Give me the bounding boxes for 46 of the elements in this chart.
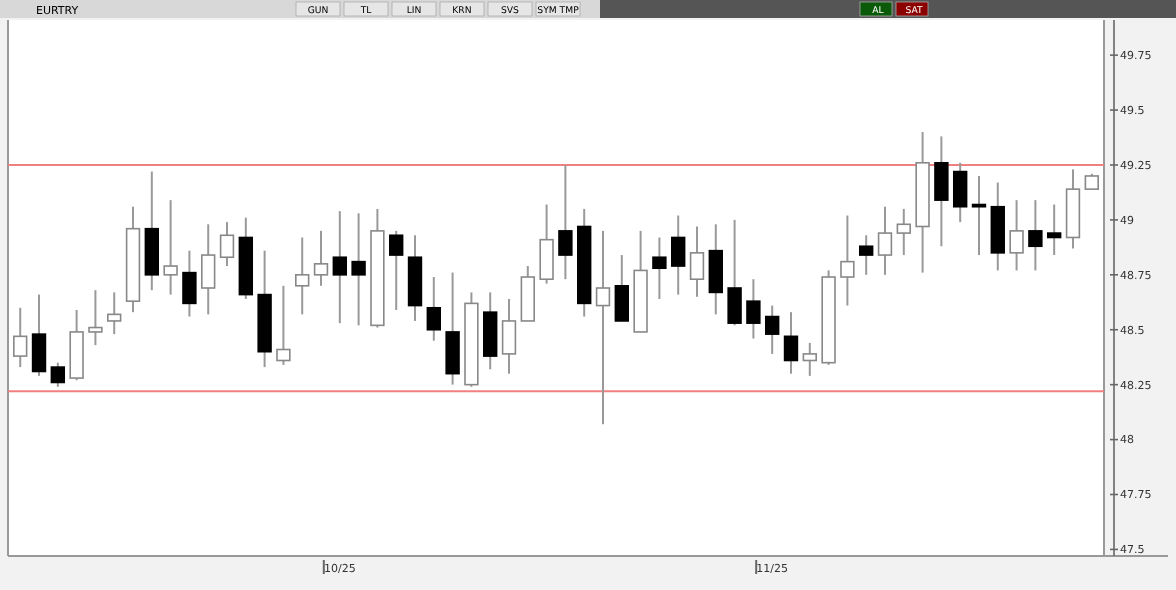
candlestick (107, 291, 122, 336)
candlestick (971, 174, 987, 257)
candlestick (69, 308, 84, 382)
candlestick (501, 297, 517, 375)
candlestick (558, 163, 573, 281)
candlestick (614, 254, 629, 322)
candlestick (483, 291, 498, 371)
candlestick (163, 199, 178, 296)
candlestick (313, 229, 329, 287)
candlestick (332, 210, 348, 325)
candlestick (295, 236, 310, 316)
candlestick (934, 135, 949, 248)
candlestick (389, 229, 404, 311)
candlestick (746, 278, 761, 340)
candlestick (426, 276, 441, 342)
candlestick (990, 181, 1005, 272)
candlestick (351, 212, 366, 327)
candlestick (840, 214, 855, 307)
candlestick (50, 361, 66, 388)
candlestick (595, 229, 611, 426)
candlestick (201, 223, 216, 316)
candlestick (1009, 199, 1024, 272)
candlestick (727, 218, 742, 327)
candlestick (182, 249, 197, 318)
candlestick (858, 234, 874, 276)
candlestick (144, 170, 160, 292)
candlestick (764, 304, 780, 355)
candlestick (896, 207, 911, 257)
candlestick (671, 214, 686, 296)
candlestick (13, 306, 28, 369)
candlestick (877, 205, 893, 276)
candlestick (783, 311, 799, 375)
candlestick (1028, 199, 1043, 272)
candlestick (31, 293, 47, 377)
candlestick (539, 203, 554, 285)
candlestick (1046, 203, 1062, 257)
candlestick (802, 341, 817, 377)
candlestick (689, 225, 705, 298)
candlestick (708, 223, 723, 316)
candlestick (520, 265, 535, 322)
candlestick (276, 284, 291, 366)
candlestick (445, 271, 460, 386)
candlestick (88, 289, 103, 347)
candlestick (952, 161, 968, 224)
candlestick (652, 236, 667, 300)
candlestick (219, 221, 235, 268)
